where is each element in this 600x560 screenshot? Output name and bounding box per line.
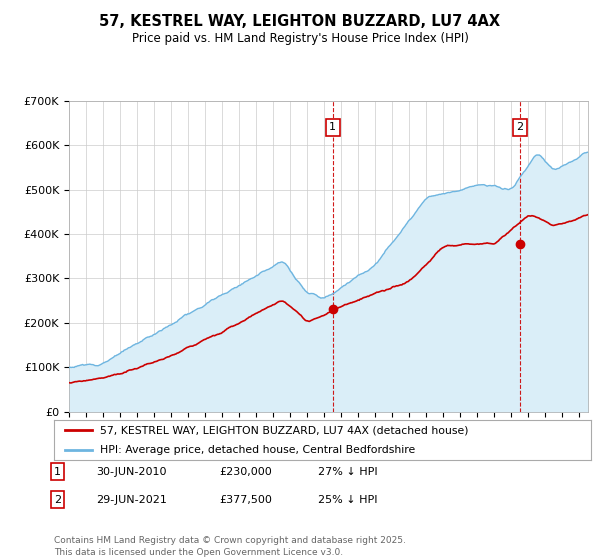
Text: 2: 2 (54, 494, 61, 505)
Text: Price paid vs. HM Land Registry's House Price Index (HPI): Price paid vs. HM Land Registry's House … (131, 32, 469, 45)
Text: 57, KESTREL WAY, LEIGHTON BUZZARD, LU7 4AX (detached house): 57, KESTREL WAY, LEIGHTON BUZZARD, LU7 4… (100, 426, 468, 436)
Text: 2: 2 (517, 123, 523, 132)
Text: 57, KESTREL WAY, LEIGHTON BUZZARD, LU7 4AX: 57, KESTREL WAY, LEIGHTON BUZZARD, LU7 4… (100, 14, 500, 29)
Text: Contains HM Land Registry data © Crown copyright and database right 2025.
This d: Contains HM Land Registry data © Crown c… (54, 536, 406, 557)
Text: 27% ↓ HPI: 27% ↓ HPI (318, 466, 377, 477)
Text: 30-JUN-2010: 30-JUN-2010 (96, 466, 167, 477)
Text: 29-JUN-2021: 29-JUN-2021 (96, 494, 167, 505)
Text: £377,500: £377,500 (219, 494, 272, 505)
Text: HPI: Average price, detached house, Central Bedfordshire: HPI: Average price, detached house, Cent… (100, 445, 415, 455)
Text: 25% ↓ HPI: 25% ↓ HPI (318, 494, 377, 505)
Text: 1: 1 (54, 466, 61, 477)
Text: £230,000: £230,000 (219, 466, 272, 477)
Text: 1: 1 (329, 123, 336, 132)
